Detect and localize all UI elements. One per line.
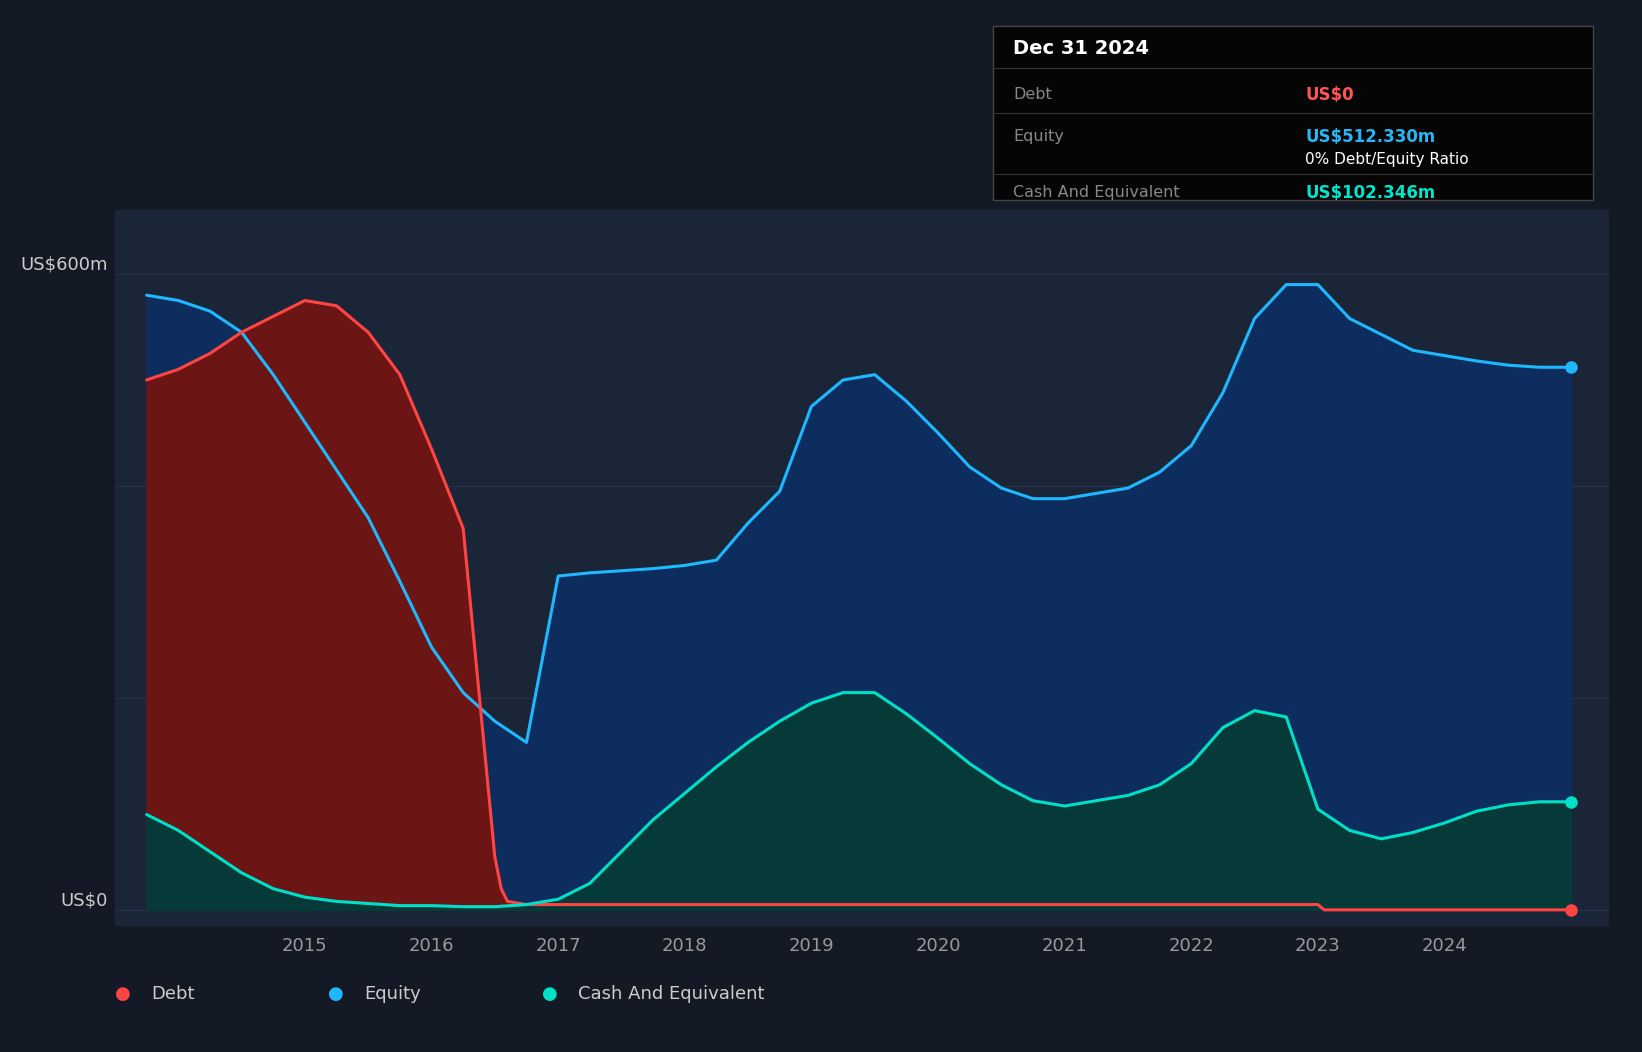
- Text: US$102.346m: US$102.346m: [1305, 183, 1435, 202]
- Text: Dec 31 2024: Dec 31 2024: [1013, 39, 1149, 58]
- Text: Equity: Equity: [1013, 129, 1064, 144]
- Text: US$512.330m: US$512.330m: [1305, 127, 1435, 146]
- Text: US$0: US$0: [61, 892, 107, 910]
- Text: US$0: US$0: [1305, 85, 1353, 104]
- Text: Debt: Debt: [151, 985, 194, 1004]
- Text: Equity: Equity: [365, 985, 422, 1004]
- Text: ●: ●: [328, 985, 345, 1004]
- Text: US$600m: US$600m: [20, 256, 107, 274]
- Text: ●: ●: [115, 985, 131, 1004]
- Text: Cash And Equivalent: Cash And Equivalent: [578, 985, 765, 1004]
- Text: ●: ●: [542, 985, 558, 1004]
- Text: Cash And Equivalent: Cash And Equivalent: [1013, 185, 1179, 200]
- Text: 0% Debt/Equity Ratio: 0% Debt/Equity Ratio: [1305, 153, 1468, 167]
- Text: Debt: Debt: [1013, 87, 1053, 102]
